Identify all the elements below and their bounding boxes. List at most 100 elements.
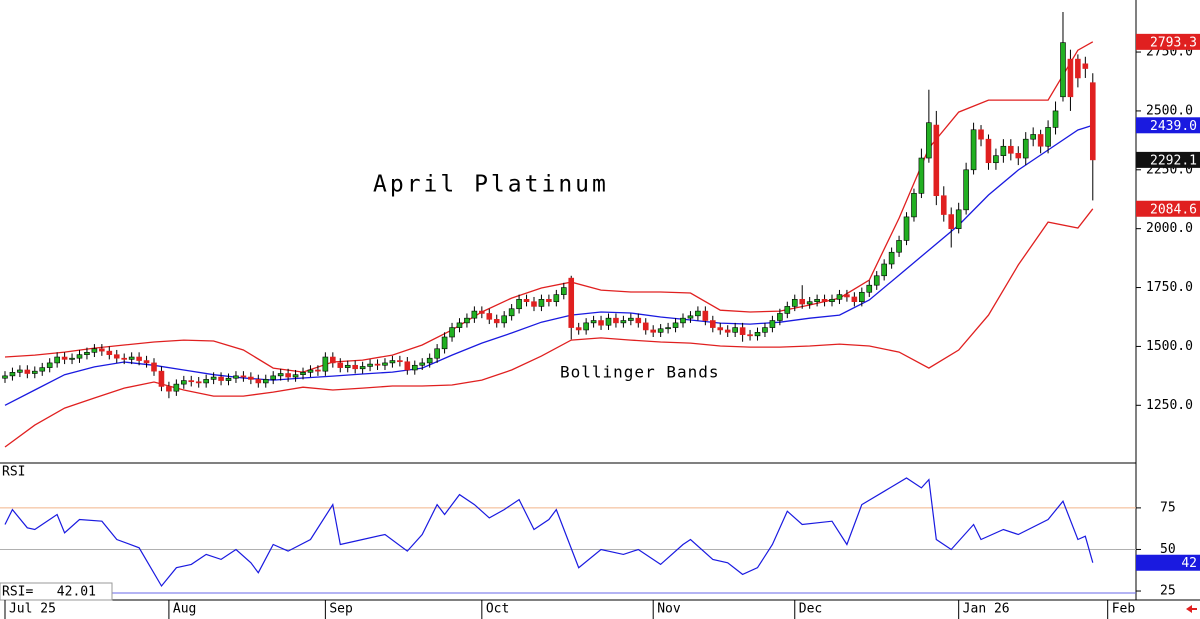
band-tag-box	[1136, 200, 1200, 217]
candle-body	[464, 317, 470, 324]
candle-body	[248, 376, 254, 380]
candle-body	[9, 372, 16, 377]
candle-body	[434, 348, 440, 359]
candle-body	[754, 331, 761, 337]
band-line	[4, 124, 1093, 406]
candle-body	[203, 379, 209, 384]
candle-body	[277, 373, 284, 377]
candle-body	[598, 320, 604, 326]
candle-body	[17, 369, 23, 373]
candle-body	[769, 320, 776, 328]
candle-body	[523, 299, 530, 302]
candle-body	[635, 317, 642, 324]
band-tag: 2439.0	[1150, 119, 1197, 134]
candle-body	[710, 320, 716, 328]
rsi-tag-box	[1136, 554, 1200, 571]
candle-body	[121, 357, 128, 360]
candle-body	[1030, 134, 1036, 140]
candle-body	[61, 356, 68, 360]
candle-body	[330, 356, 336, 364]
x-tick-label: Oct	[486, 602, 509, 617]
candle-body	[560, 287, 567, 295]
candle-body	[337, 362, 344, 368]
candle-body	[955, 209, 962, 229]
rsi-title: RSI	[2, 465, 25, 480]
candle-body	[307, 369, 314, 373]
candle-body	[240, 375, 247, 378]
candle-body	[1015, 153, 1022, 159]
candle-body	[344, 364, 351, 368]
candle-body	[516, 299, 522, 310]
y-tick-label: 50	[1160, 542, 1176, 557]
candle-body	[255, 379, 262, 384]
candle-body	[948, 214, 955, 229]
rsi-readout-box	[0, 582, 113, 601]
candle-body	[352, 364, 358, 370]
candle-body	[136, 356, 142, 361]
candle-body	[166, 386, 172, 392]
candle-body	[479, 310, 485, 314]
candle-body	[695, 310, 701, 317]
candle-body	[397, 360, 403, 363]
candle-body	[687, 315, 694, 319]
candle-body	[575, 327, 582, 331]
candle-body	[546, 299, 552, 302]
candle-body	[963, 169, 969, 211]
candle-body	[844, 294, 850, 298]
candle-body	[359, 366, 366, 370]
candle-body	[665, 327, 671, 330]
candle-body	[471, 310, 478, 319]
candle-body	[24, 369, 31, 374]
candle-body	[76, 354, 83, 359]
candle-body	[225, 377, 232, 381]
x-tick-label: Aug	[173, 602, 196, 617]
candle-body	[613, 317, 619, 324]
candle-body	[1082, 63, 1089, 69]
candle-body	[210, 376, 217, 380]
candle-body	[657, 328, 664, 333]
candle-body	[2, 375, 8, 379]
x-tick-label: Dec	[799, 602, 822, 617]
candle-body	[382, 362, 388, 366]
candle-body	[985, 138, 992, 164]
scroll-arrow	[1186, 605, 1197, 613]
band-tag: 2084.6	[1150, 202, 1197, 217]
candle-body	[99, 348, 105, 352]
candle-body	[1089, 82, 1096, 161]
candle-body	[419, 362, 426, 366]
candle-body	[590, 320, 597, 324]
candle-body	[814, 299, 820, 302]
candle-body	[46, 362, 53, 368]
candle-body	[553, 294, 560, 302]
candle-body	[762, 327, 768, 333]
y-tick-label: 75	[1160, 500, 1176, 515]
candle-body	[747, 334, 753, 337]
candle-body	[851, 296, 858, 302]
x-tick-label: Feb	[1112, 602, 1136, 617]
candle-body	[1060, 42, 1066, 98]
candle-body	[262, 379, 269, 384]
candle-body	[374, 363, 381, 366]
candle-body	[970, 129, 977, 171]
candle-body	[39, 367, 46, 372]
candle-body	[218, 376, 224, 381]
candle-body	[881, 263, 887, 277]
candle-body	[1067, 58, 1074, 98]
candle-body	[642, 322, 649, 331]
candle-body	[903, 216, 910, 241]
candle-body	[940, 195, 947, 215]
candle-body	[993, 155, 999, 164]
candle-body	[106, 350, 113, 355]
candle-body	[628, 317, 634, 321]
rsi-line	[4, 477, 1094, 588]
x-tick-label: Jul 25	[9, 602, 56, 617]
candle-body	[456, 322, 463, 328]
candle-body	[866, 284, 873, 293]
candle-body	[829, 299, 835, 302]
x-tick-label: Sep	[329, 602, 353, 617]
candle-body	[836, 294, 843, 300]
candle-body	[568, 277, 575, 328]
band-tag: 2793.3	[1150, 35, 1197, 50]
candle-body	[315, 369, 321, 372]
